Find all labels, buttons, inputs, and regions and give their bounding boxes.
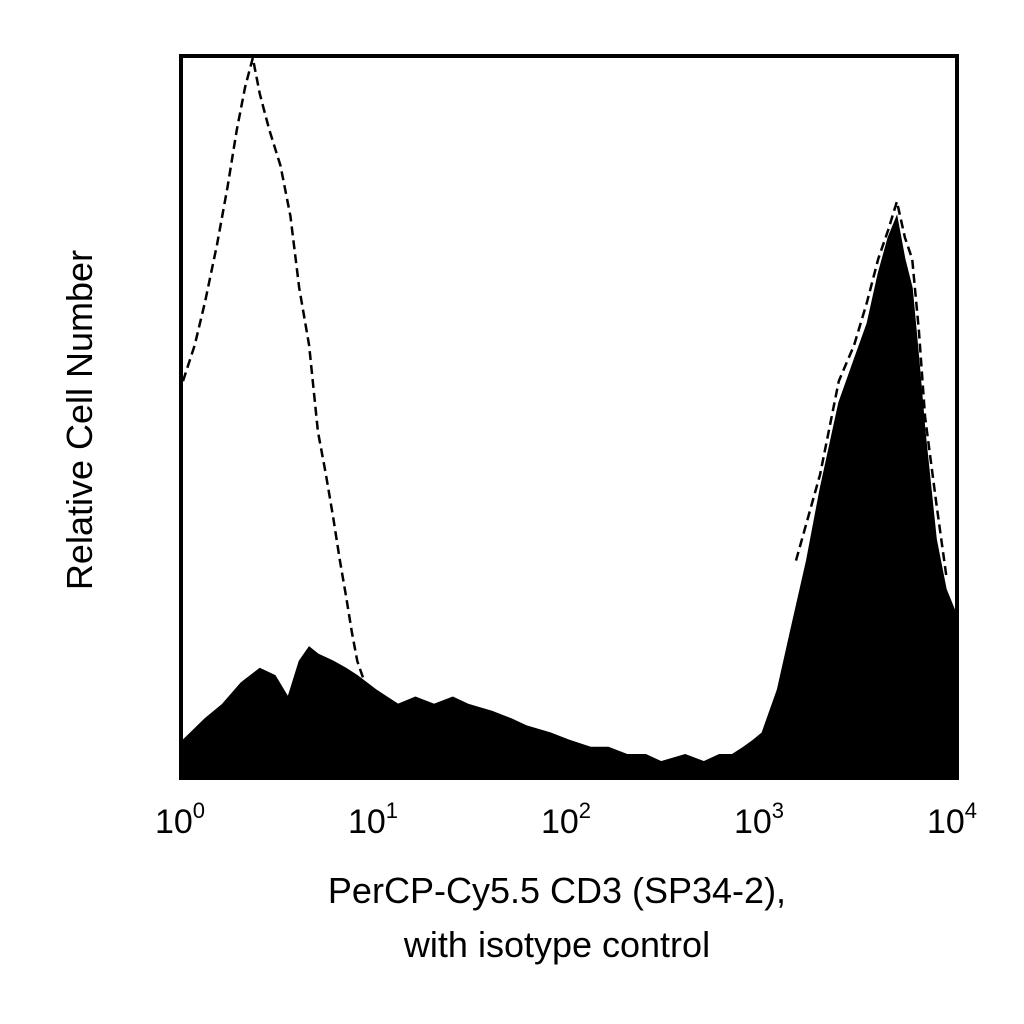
series-layer bbox=[181, 57, 956, 777]
x-tick-labels: 100 101 102 103 104 bbox=[155, 798, 977, 841]
isotype-dashed-series-2 bbox=[794, 196, 948, 576]
x-axis-label-line-2: with isotype control bbox=[403, 924, 710, 965]
y-axis-label: Relative Cell Number bbox=[59, 250, 100, 590]
x-tick-label-1: 101 bbox=[348, 798, 398, 841]
x-tick-label-4: 104 bbox=[927, 798, 977, 841]
x-tick-label-2: 102 bbox=[541, 798, 591, 841]
isotype-dashed-series-1 bbox=[181, 57, 393, 748]
plot-frame bbox=[179, 54, 959, 780]
x-tick-label-0: 100 bbox=[155, 798, 205, 841]
x-axis-label-line-1: PerCP-Cy5.5 CD3 (SP34-2), bbox=[328, 870, 786, 911]
x-tick-label-3: 103 bbox=[734, 798, 784, 841]
filled-histogram-series bbox=[182, 214, 956, 777]
